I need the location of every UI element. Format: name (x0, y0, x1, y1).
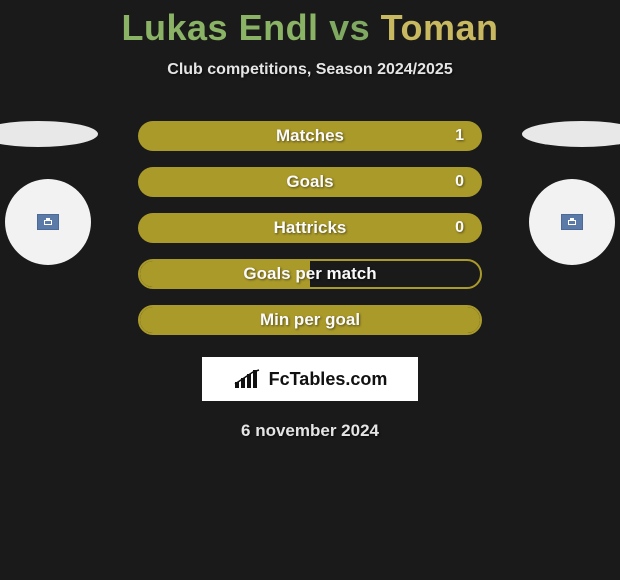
stat-bar-goals-per-match: Goals per match (138, 259, 482, 289)
comparison-infographic: Lukas Endl vs Toman Club competitions, S… (0, 0, 620, 441)
player2-ellipse (522, 121, 620, 147)
chart-icon (233, 368, 263, 390)
stats-bars: Matches 1 Goals 0 Hattricks 0 Goals per … (138, 121, 482, 335)
player1-side (8, 121, 128, 265)
stat-bar-hattricks: Hattricks 0 (138, 213, 482, 243)
stat-label: Goals per match (243, 264, 376, 284)
stat-right-value: 1 (455, 127, 464, 145)
stat-label: Hattricks (274, 218, 347, 238)
stats-row: Matches 1 Goals 0 Hattricks 0 Goals per … (0, 121, 620, 335)
stat-bar-goals: Goals 0 (138, 167, 482, 197)
player2-badge-icon (561, 214, 583, 230)
player2-name: Toman (381, 7, 499, 48)
page-title: Lukas Endl vs Toman (122, 7, 499, 49)
player1-avatar (5, 179, 91, 265)
stat-bar-matches: Matches 1 (138, 121, 482, 151)
stat-label: Matches (276, 126, 344, 146)
player2-avatar (529, 179, 615, 265)
subtitle: Club competitions, Season 2024/2025 (167, 61, 452, 79)
stat-label: Min per goal (260, 310, 360, 330)
player2-side (492, 121, 612, 265)
player1-ellipse (0, 121, 98, 147)
stat-label: Goals (286, 172, 333, 192)
date: 6 november 2024 (241, 421, 379, 441)
player1-badge-icon (37, 214, 59, 230)
stat-right-value: 0 (455, 173, 464, 191)
player1-name: Lukas Endl (122, 7, 319, 48)
logo-text: FcTables.com (269, 369, 388, 390)
logo-box[interactable]: FcTables.com (202, 357, 418, 401)
stat-right-value: 0 (455, 219, 464, 237)
stat-bar-min-per-goal: Min per goal (138, 305, 482, 335)
vs-text: vs (329, 7, 370, 48)
